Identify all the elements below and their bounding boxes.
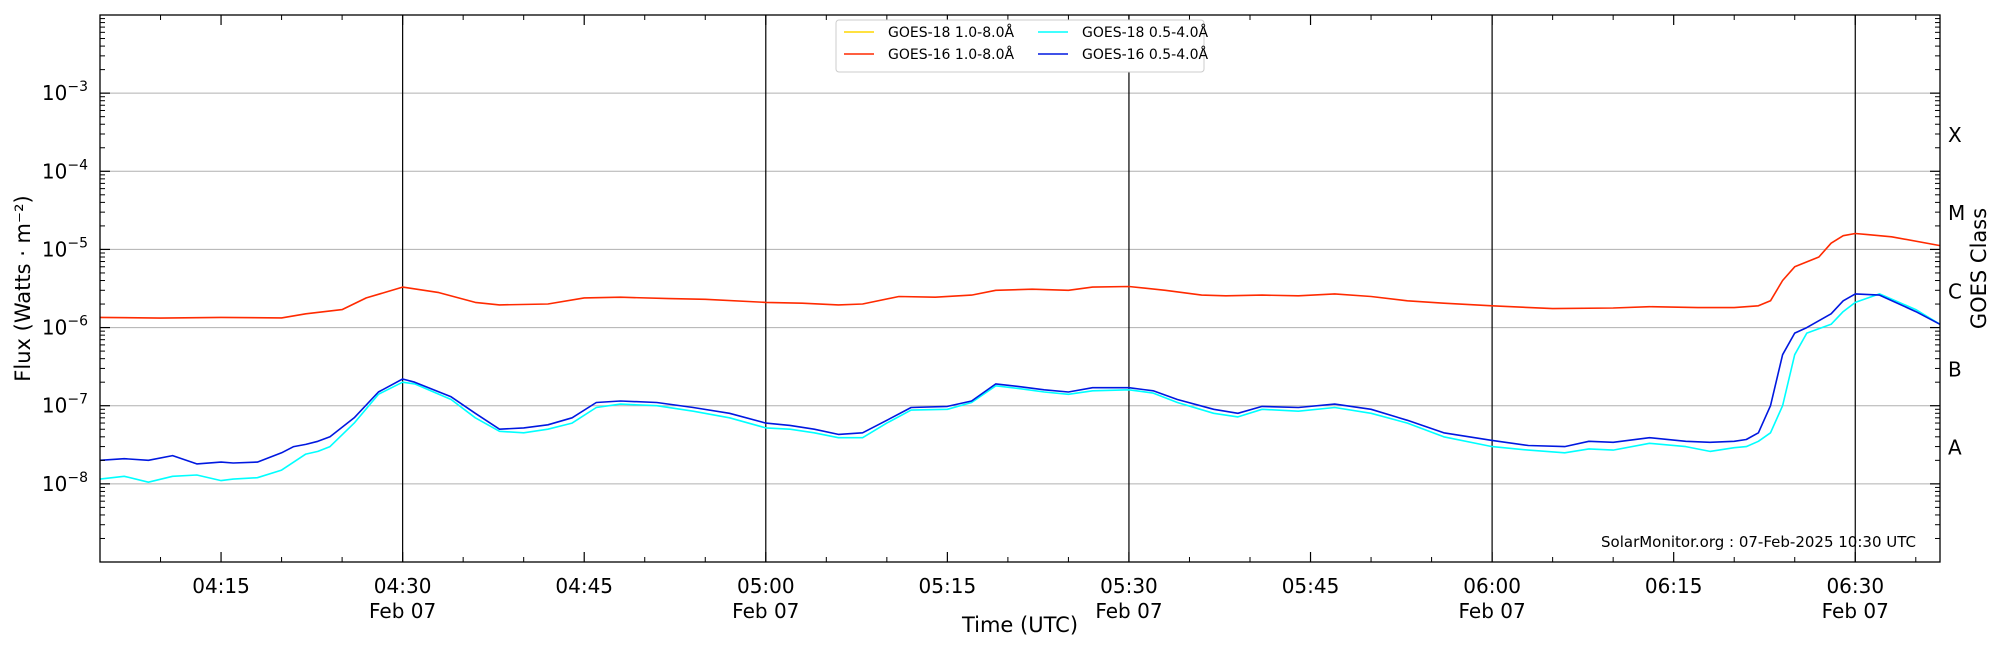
legend-entry: GOES-18 1.0-8.0Å xyxy=(844,24,1014,41)
goes-class-axis-title: GOES Class xyxy=(1967,208,1991,329)
x-tick-date-label: Feb 07 xyxy=(1458,599,1525,623)
grid-lines xyxy=(100,92,1940,485)
x-tick-date-label: Feb 07 xyxy=(1822,599,1889,623)
x-tick-label: 04:45 xyxy=(555,574,613,598)
legend-label: GOES-16 0.5-4.0Å xyxy=(1082,46,1208,63)
x-axis-title: Time (UTC) xyxy=(961,613,1078,637)
goes-class-label: A xyxy=(1948,436,1962,460)
plot-area xyxy=(99,14,1941,563)
x-tick-label: 05:00 xyxy=(737,574,795,598)
x-tick-date-label: Feb 07 xyxy=(732,599,799,623)
y-axis-title: Flux (Watts · m⁻²) xyxy=(11,195,35,381)
y-tick-label: 10−6 xyxy=(42,314,88,340)
y-tick-label: 10−5 xyxy=(42,235,88,261)
goes-class-label: X xyxy=(1948,123,1962,147)
legend-label: GOES-16 1.0-8.0Å xyxy=(888,46,1014,63)
x-tick-label: 06:30 xyxy=(1826,574,1884,598)
x-tick-date-label: Feb 07 xyxy=(1095,599,1162,623)
series-lines xyxy=(99,232,1941,484)
goes-class-label: B xyxy=(1948,357,1962,381)
series-line-1 xyxy=(99,232,1941,319)
credit-text: SolarMonitor.org : 07-Feb-2025 10:30 UTC xyxy=(1601,533,1916,551)
x-tick-label: 06:15 xyxy=(1645,574,1703,598)
legend-entry: GOES-16 0.5-4.0Å xyxy=(1038,46,1208,63)
legend-label: GOES-18 1.0-8.0Å xyxy=(888,24,1014,41)
x-tick-label: 06:00 xyxy=(1463,574,1521,598)
series-line-2 xyxy=(99,293,1941,484)
legend: GOES-18 1.0-8.0Å GOES-16 1.0-8.0Å GOES-18 … xyxy=(835,19,1208,73)
y-tick-label: 10−8 xyxy=(42,470,88,496)
x-tick-label: 04:15 xyxy=(192,574,250,598)
x-tick-label: 04:30 xyxy=(374,574,432,598)
x-tick-label: 05:45 xyxy=(1282,574,1340,598)
x-tick-label: 05:15 xyxy=(919,574,977,598)
legend-entry: GOES-16 1.0-8.0Å xyxy=(844,46,1014,63)
x-tick-date-label: Feb 07 xyxy=(369,599,436,623)
y-tick-label: 10−7 xyxy=(42,392,88,418)
legend-box xyxy=(835,19,1205,73)
legend-label: GOES-18 0.5-4.0Å xyxy=(1082,24,1208,41)
y-tick-label: 10−3 xyxy=(42,79,88,105)
series-line-3 xyxy=(99,293,1941,465)
axis-ticks xyxy=(99,15,1940,562)
legend-entry: GOES-18 0.5-4.0Å xyxy=(1038,24,1208,41)
day-markers xyxy=(402,15,1856,562)
goes-class-label: M xyxy=(1948,201,1965,225)
y-tick-label: 10−4 xyxy=(42,157,88,183)
goes-class-label: C xyxy=(1948,279,1962,303)
x-tick-label: 05:30 xyxy=(1100,574,1158,598)
